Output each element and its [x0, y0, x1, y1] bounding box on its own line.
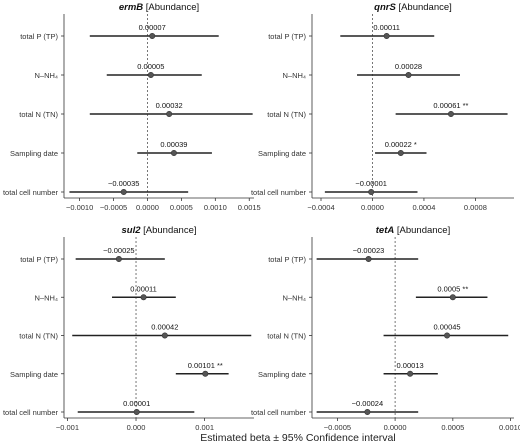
forest-panel-sul2: sul2 [Abundance] −0.001 0.000 0.001 total P … [3, 225, 254, 432]
x-tick-label: 0.0000 [136, 203, 159, 212]
x-tick-label: −0.0004 [307, 203, 334, 212]
y-tick-label: total N (TN) [19, 110, 58, 119]
estimate-point [120, 189, 127, 196]
estimate-point [368, 189, 375, 196]
panel-title-gene: tetA [376, 225, 395, 236]
y-tick-label: total cell number [251, 188, 307, 197]
y-tick-label: total P (TP) [268, 255, 306, 264]
x-tick-label: 0.0005 [170, 203, 193, 212]
estimate-label: 0.00045 [433, 323, 460, 332]
estimate-label: 0.00011 [373, 23, 400, 32]
estimate-point [407, 370, 414, 377]
y-tick-label: N–NH₄ [283, 71, 306, 80]
estimate-label: 0.00042 [151, 323, 178, 332]
x-tick-label: 0.0000 [361, 203, 384, 212]
y-tick-label: total cell number [3, 408, 59, 417]
panel-title-suffix: [Abundance] [141, 225, 197, 236]
panel-title: qnrS [Abundance] [374, 2, 452, 13]
x-tick-label: −0.0005 [324, 423, 351, 432]
forest-panel-tetA: tetA [Abundance] −0.0005 0.0000 0.0005 0.001… [251, 225, 520, 432]
estimate-point [161, 332, 168, 339]
y-tick-label: total cell number [251, 408, 307, 417]
estimate-point [365, 255, 372, 262]
estimate-label: −0.00035 [108, 179, 140, 188]
y-tick-label: total N (TN) [267, 332, 306, 341]
estimate-label: 0.00001 [123, 399, 150, 408]
estimate-label: −0.00023 [353, 246, 385, 255]
panel-title-suffix: [Abundance] [143, 2, 199, 13]
estimate-point [444, 332, 451, 339]
estimate-point [405, 72, 412, 79]
estimate-label: 0.00032 [156, 101, 183, 110]
y-tick-label: Sampling date [10, 149, 58, 158]
estimate-point [115, 255, 122, 262]
estimate-point [170, 150, 177, 157]
x-tick-label: 0.000 [127, 423, 146, 432]
x-tick-label: −0.0010 [66, 203, 93, 212]
estimate-point [147, 72, 154, 79]
estimate-label: 0.0005 ** [437, 284, 468, 293]
y-tick-label: N–NH₄ [35, 71, 58, 80]
y-tick-label: total P (TP) [20, 32, 58, 41]
y-tick-label: Sampling date [10, 370, 58, 379]
estimate-label: −0.00001 [355, 179, 387, 188]
x-axis-title: Estimated beta ± 95% Confidence interval [200, 432, 395, 444]
y-tick-label: Sampling date [258, 149, 306, 158]
estimate-label: 0.00007 [139, 23, 166, 32]
panel-title: sul2 [Abundance] [121, 225, 196, 236]
estimate-point [449, 294, 456, 301]
estimate-point [447, 111, 454, 118]
panel-title-gene: ermB [119, 2, 143, 13]
estimate-point [149, 32, 156, 39]
estimate-point [383, 32, 390, 39]
estimate-point [397, 150, 404, 157]
estimate-label: −0.00024 [352, 399, 384, 408]
x-tick-label: 0.0008 [464, 203, 487, 212]
x-tick-label: 0.0010 [499, 423, 520, 432]
estimate-label: −0.00025 [103, 246, 135, 255]
estimate-label: 0.00013 [397, 361, 424, 370]
panel-title-gene: sul2 [121, 225, 141, 236]
x-tick-label: 0.0005 [441, 423, 464, 432]
y-tick-label: total N (TN) [19, 332, 58, 341]
y-tick-label: N–NH₄ [35, 293, 58, 302]
y-tick-label: total P (TP) [20, 255, 58, 264]
y-tick-label: total cell number [3, 188, 59, 197]
estimate-label: 0.00101 ** [188, 361, 223, 370]
y-tick-label: total N (TN) [267, 110, 306, 119]
y-tick-label: total P (TP) [268, 32, 306, 41]
panel-title-gene: qnrS [374, 2, 396, 13]
forest-panel-qnrS: qnrS [Abundance] −0.0004 0.0000 0.0004 0.000… [251, 2, 514, 212]
forest-panel-ermB: ermB [Abundance] −0.0010 −0.0005 0.0000 0.00… [3, 2, 261, 212]
panel-title-suffix: [Abundance] [396, 2, 452, 13]
estimate-label: 0.00005 [137, 62, 164, 71]
panel-title-suffix: [Abundance] [394, 225, 450, 236]
estimate-label: 0.00011 [130, 284, 157, 293]
x-tick-label: 0.0004 [412, 203, 435, 212]
x-tick-label: 0.001 [195, 423, 214, 432]
x-tick-label: 0.0015 [238, 203, 261, 212]
x-tick-label: −0.001 [56, 423, 79, 432]
estimate-point [166, 111, 173, 118]
estimate-point [140, 294, 147, 301]
panel-title: ermB [Abundance] [119, 2, 199, 13]
panel-title: tetA [Abundance] [376, 225, 450, 236]
y-tick-label: Sampling date [258, 370, 306, 379]
estimate-label: 0.00061 ** [433, 101, 468, 110]
estimate-label: 0.00039 [160, 140, 187, 149]
x-tick-label: 0.0000 [384, 423, 407, 432]
x-tick-label: 0.0010 [204, 203, 227, 212]
y-tick-label: N–NH₄ [283, 293, 306, 302]
x-tick-label: −0.0005 [100, 203, 127, 212]
estimate-point [133, 408, 140, 415]
estimate-point [202, 370, 209, 377]
estimate-point [364, 408, 371, 415]
estimate-label: 0.00022 * [385, 140, 417, 149]
estimate-label: 0.00028 [395, 62, 422, 71]
